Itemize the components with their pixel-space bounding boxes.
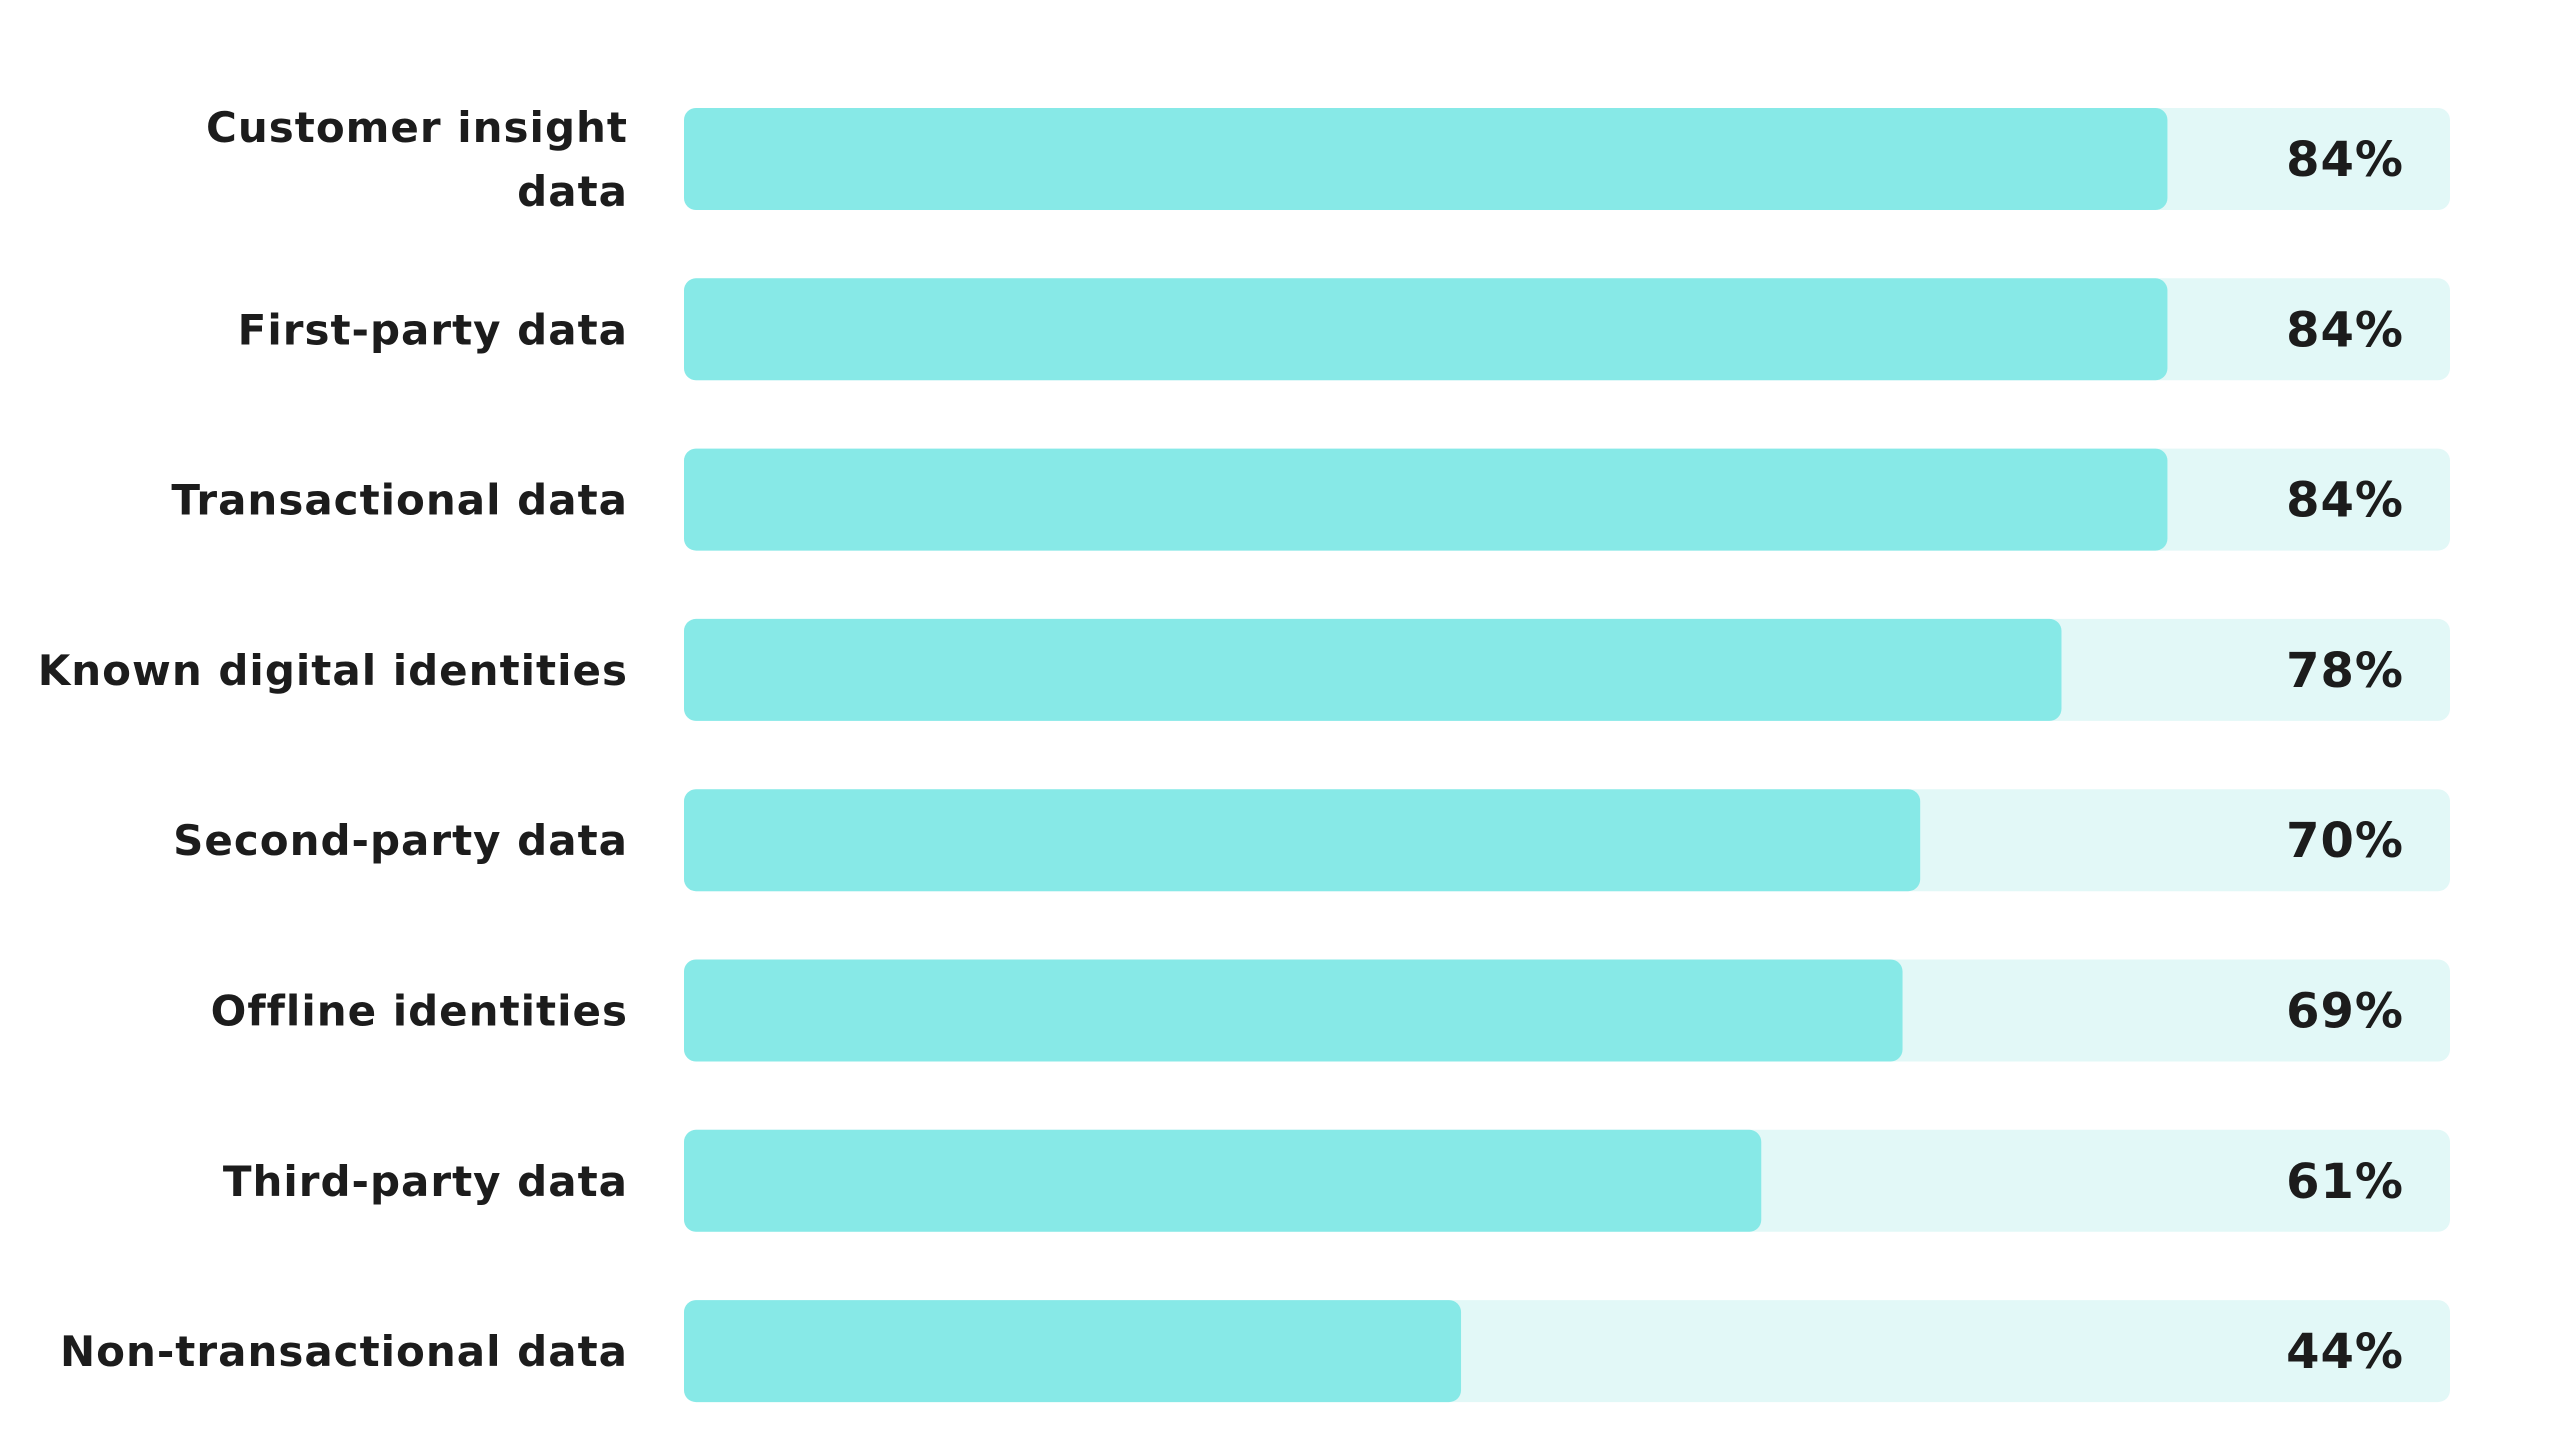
bar (684, 448, 2168, 551)
bar (684, 789, 1921, 892)
bar (684, 278, 2168, 381)
bar (684, 108, 2168, 210)
bar (684, 959, 1903, 1062)
category-label: Third-party data (223, 1157, 628, 1206)
category-label: Customer insight (206, 103, 628, 152)
category-label: Non-transactional data (60, 1327, 628, 1376)
value-label: 78% (2286, 643, 2404, 699)
category-label: Known digital identities (38, 646, 628, 695)
value-label: 84% (2286, 302, 2404, 358)
category-label: Transactional data (171, 476, 628, 525)
bar (684, 618, 2062, 721)
value-label: 44% (2286, 1324, 2404, 1380)
category-label: Offline identities (211, 987, 628, 1036)
category-label: data (517, 167, 628, 216)
value-label: 84% (2286, 473, 2404, 529)
labels-layer: 84% Customer insight data 84% First-party da… (38, 103, 2404, 1380)
bars-layer (684, 108, 2450, 1403)
category-label: First-party data (238, 305, 628, 354)
bar (684, 1129, 1762, 1232)
value-label: 69% (2286, 984, 2404, 1040)
value-label: 61% (2286, 1154, 2404, 1210)
value-label: 70% (2286, 813, 2404, 869)
category-label: Second-party data (173, 816, 628, 865)
value-label: 84% (2286, 132, 2404, 188)
bar (684, 1300, 1462, 1403)
